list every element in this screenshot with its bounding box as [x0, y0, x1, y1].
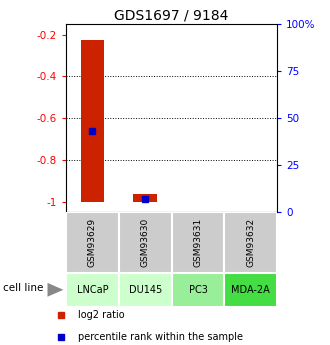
Bar	[119, 273, 172, 307]
Text: GSM93630: GSM93630	[141, 218, 150, 267]
Bar	[81, 40, 104, 202]
Bar	[66, 273, 119, 307]
Text: log2 ratio: log2 ratio	[78, 310, 124, 321]
Bar	[119, 212, 172, 273]
Bar	[172, 212, 224, 273]
Text: percentile rank within the sample: percentile rank within the sample	[78, 332, 243, 342]
Bar	[133, 195, 157, 202]
Text: GSM93632: GSM93632	[246, 218, 255, 267]
Text: DU145: DU145	[129, 285, 162, 295]
Text: LNCaP: LNCaP	[77, 285, 108, 295]
Bar	[66, 212, 119, 273]
Text: GSM93629: GSM93629	[88, 218, 97, 267]
Bar	[224, 273, 277, 307]
Polygon shape	[48, 283, 63, 297]
Bar	[172, 273, 224, 307]
Text: MDA-2A: MDA-2A	[231, 285, 270, 295]
Title: GDS1697 / 9184: GDS1697 / 9184	[115, 9, 229, 23]
Text: GSM93631: GSM93631	[193, 218, 203, 267]
Text: PC3: PC3	[188, 285, 208, 295]
Bar	[224, 212, 277, 273]
Text: cell line: cell line	[3, 283, 44, 293]
